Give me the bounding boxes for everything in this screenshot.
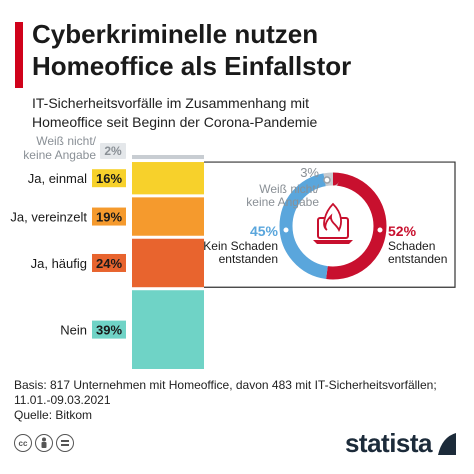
footer-source: Quelle: Bitkom [14, 408, 93, 422]
donut-label-0-0: Schaden [388, 239, 435, 253]
value-badge-1 [92, 169, 126, 188]
donut-marker-2 [323, 176, 331, 184]
bar-segment-1 [132, 162, 204, 195]
donut-label-0-1: entstanden [388, 252, 447, 266]
donut-marker-0 [375, 225, 385, 235]
by-icon [35, 434, 53, 452]
donut-value-1: 45% [250, 223, 279, 239]
value-badge-4 [92, 320, 126, 339]
chart-footer: Basis: 817 Unternehmen mit Homeoffice, d… [14, 378, 437, 423]
title-line-2: Homeoffice als Einfallstor [32, 51, 352, 81]
donut-marker-1 [281, 225, 291, 235]
category-label-1: Ja, einmal [28, 171, 87, 186]
value-badge-3 [92, 253, 126, 272]
subtitle-line-1: IT-Sicherheitsvorfälle im Zusammenhang m… [32, 95, 309, 111]
category-label-3: Ja, häufig [31, 256, 87, 271]
equals-icon [56, 434, 74, 452]
donut-label-2-1: keine Angabe [246, 195, 319, 209]
donut-label-1-1: entstanden [219, 252, 278, 266]
donut-value-2: 3% [300, 165, 319, 180]
statista-logo-icon [438, 432, 456, 455]
donut-label-2-0: Weiß nicht/ [259, 182, 319, 196]
connector-frame [204, 161, 456, 288]
bar-segment-2 [132, 197, 204, 236]
bar-segment-0 [132, 155, 204, 160]
footer-period: 11.01.-09.03.2021 [14, 393, 111, 407]
laptop-base-icon [313, 240, 353, 244]
value-label-1: 16% [96, 171, 122, 186]
donut-label-1-0: Kein Schaden [203, 239, 278, 253]
value-label-3: 24% [96, 256, 122, 271]
category-label-4: Nein [60, 323, 87, 338]
category-label-0-1: keine Angabe [23, 148, 96, 162]
value-label-4: 39% [96, 323, 122, 338]
page-subtitle: IT-Sicherheitsvorfälle im Zusammenhang m… [32, 94, 462, 132]
title-accent-bar [15, 22, 23, 88]
bar-segment-3 [132, 238, 204, 288]
subtitle-line-2: Homeoffice seit Beginn der Corona-Pandem… [32, 114, 318, 130]
flame-icon [323, 202, 342, 233]
bar-segment-4 [132, 290, 204, 369]
footer-basis: Basis: 817 Unternehmen mit Homeoffice, d… [14, 378, 437, 392]
statista-logo[interactable]: statista [345, 428, 458, 459]
value-label-0: 2% [104, 144, 122, 158]
donut-value-0: 52% [388, 223, 417, 239]
category-label-0-0: Weiß nicht/ [36, 134, 96, 148]
value-label-2: 19% [96, 210, 122, 225]
page-title: Cyberkriminelle nutzen Homeoffice als Ei… [32, 18, 462, 82]
value-badge-0 [100, 143, 126, 160]
donut-slice-2 [279, 172, 387, 280]
brand-name: statista [344, 428, 433, 458]
value-badge-2 [92, 207, 126, 226]
license-icons[interactable]: cc [14, 434, 74, 452]
cc-icon: cc [14, 434, 32, 452]
title-line-1: Cyberkriminelle nutzen [32, 19, 319, 49]
category-label-2: Ja, vereinzelt [10, 210, 87, 225]
